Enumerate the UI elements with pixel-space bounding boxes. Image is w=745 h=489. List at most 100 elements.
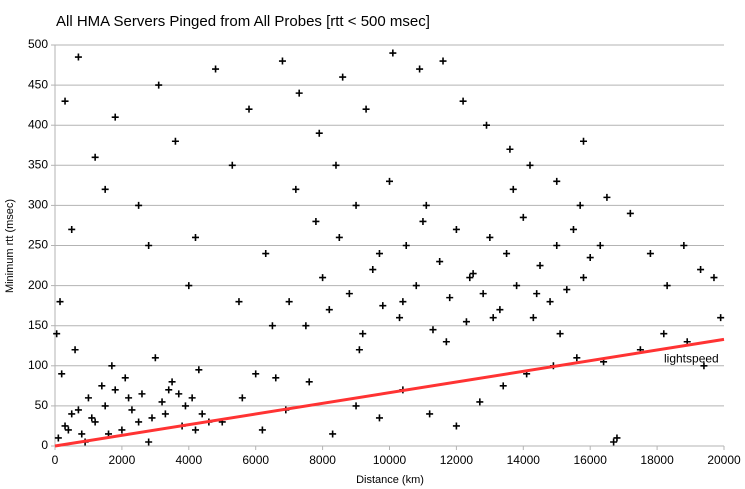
point xyxy=(486,233,494,241)
point xyxy=(613,434,621,442)
point xyxy=(54,434,62,442)
point xyxy=(101,185,109,193)
point xyxy=(339,73,347,81)
x-tick-label: 18000 xyxy=(640,453,674,467)
point xyxy=(352,402,360,410)
point xyxy=(235,298,243,306)
point xyxy=(108,362,116,370)
point xyxy=(175,390,183,398)
point xyxy=(319,274,327,282)
point xyxy=(700,362,708,370)
point xyxy=(135,418,143,426)
point xyxy=(91,418,99,426)
point xyxy=(569,225,577,233)
point xyxy=(171,137,179,145)
point xyxy=(84,394,92,402)
point xyxy=(556,330,564,338)
point xyxy=(375,250,383,258)
point xyxy=(305,378,313,386)
point xyxy=(329,430,337,438)
point xyxy=(101,402,109,410)
point xyxy=(519,213,527,221)
point xyxy=(151,354,159,362)
point xyxy=(325,306,333,314)
y-tick-label: 50 xyxy=(35,398,49,412)
point xyxy=(185,282,193,290)
point xyxy=(262,250,270,258)
point xyxy=(128,406,136,414)
point xyxy=(121,374,129,382)
point xyxy=(546,298,554,306)
y-tick-label: 0 xyxy=(41,438,48,452)
y-tick-label: 200 xyxy=(28,278,48,292)
point xyxy=(553,242,561,249)
point xyxy=(198,410,206,418)
point xyxy=(285,298,293,306)
point xyxy=(580,137,588,145)
point xyxy=(563,286,571,294)
point xyxy=(586,254,594,262)
point xyxy=(125,394,133,402)
point xyxy=(509,185,517,193)
point xyxy=(111,113,119,121)
point xyxy=(416,65,424,73)
point xyxy=(78,430,86,438)
point xyxy=(496,306,504,314)
point xyxy=(426,410,434,418)
point xyxy=(526,161,534,169)
point xyxy=(245,105,253,113)
point xyxy=(158,398,166,406)
x-tick-label: 8000 xyxy=(309,453,336,467)
point xyxy=(362,105,370,113)
y-tick-label: 350 xyxy=(28,157,48,171)
point xyxy=(302,322,310,330)
point xyxy=(345,290,353,298)
point xyxy=(145,438,153,446)
point xyxy=(268,322,276,330)
point xyxy=(479,290,487,298)
point xyxy=(452,225,460,233)
point xyxy=(315,129,323,137)
point xyxy=(610,438,618,446)
point xyxy=(195,366,203,374)
point xyxy=(272,374,280,382)
point xyxy=(476,398,484,406)
point xyxy=(292,185,300,193)
point xyxy=(710,274,718,282)
point xyxy=(697,266,705,274)
point xyxy=(74,406,82,414)
point xyxy=(436,258,444,266)
point xyxy=(61,97,69,105)
point xyxy=(439,57,447,65)
line-label: lightspeed xyxy=(664,352,719,366)
point xyxy=(165,386,173,394)
y-tick-label: 150 xyxy=(28,318,48,332)
point xyxy=(489,314,497,322)
point xyxy=(228,161,236,169)
point xyxy=(68,410,76,418)
point xyxy=(459,97,467,105)
y-axis-label: Minimum rtt (msec) xyxy=(4,199,16,293)
point xyxy=(429,326,437,334)
point xyxy=(312,217,320,225)
point xyxy=(375,414,383,422)
point xyxy=(352,201,360,209)
x-tick-label: 0 xyxy=(52,453,59,467)
point xyxy=(422,201,430,209)
point xyxy=(68,225,76,233)
x-axis-label: Distance (km) xyxy=(356,474,424,486)
chart-title: All HMA Servers Pinged from All Probes [… xyxy=(56,13,430,30)
point xyxy=(506,145,514,153)
point xyxy=(452,422,460,430)
point xyxy=(469,270,477,278)
point xyxy=(466,274,474,282)
point xyxy=(386,177,393,185)
y-tick-label: 450 xyxy=(28,77,48,91)
point xyxy=(91,153,99,161)
x-tick-label: 6000 xyxy=(242,453,269,467)
point xyxy=(536,262,544,270)
point xyxy=(145,242,153,249)
point xyxy=(88,414,96,422)
